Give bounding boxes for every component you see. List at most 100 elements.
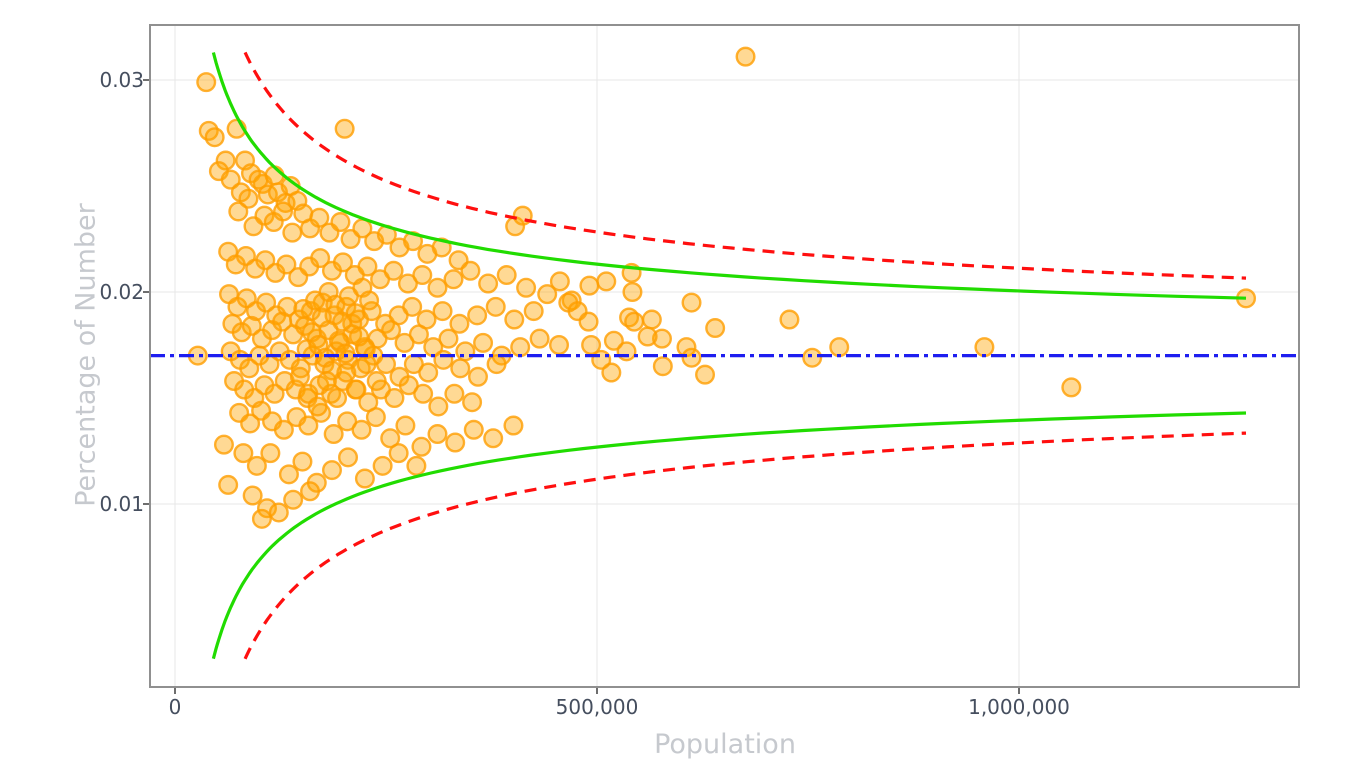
data-point[interactable] — [276, 254, 297, 275]
data-point[interactable] — [705, 318, 726, 339]
data-point[interactable] — [238, 188, 259, 209]
data-point[interactable] — [616, 341, 637, 362]
data-point[interactable] — [483, 428, 504, 449]
data-point[interactable] — [213, 434, 234, 455]
data-point[interactable] — [356, 354, 377, 375]
data-point[interactable] — [637, 326, 658, 347]
data-point[interactable] — [504, 309, 525, 330]
data-point[interactable] — [1061, 377, 1082, 398]
data-point[interactable] — [338, 447, 359, 468]
data-point[interactable] — [346, 379, 367, 400]
data-point[interactable] — [779, 309, 800, 330]
data-point[interactable] — [445, 432, 466, 453]
data-point[interactable] — [323, 424, 344, 445]
data-point[interactable] — [334, 118, 355, 139]
data-point[interactable] — [273, 419, 294, 440]
data-point[interactable] — [242, 485, 263, 506]
data-point[interactable] — [450, 358, 471, 379]
data-point[interactable] — [310, 248, 331, 269]
data-point[interactable] — [278, 464, 299, 485]
data-point[interactable] — [204, 127, 225, 148]
data-point[interactable] — [406, 455, 427, 476]
data-point[interactable] — [496, 265, 517, 286]
data-point[interactable] — [478, 273, 499, 294]
data-point[interactable] — [681, 292, 702, 313]
data-point[interactable] — [523, 301, 544, 322]
data-point[interactable] — [256, 292, 277, 313]
data-point[interactable] — [395, 415, 416, 436]
data-point[interactable] — [681, 347, 702, 368]
data-point[interactable] — [549, 335, 570, 356]
data-point[interactable] — [695, 364, 716, 385]
data-point[interactable] — [327, 388, 348, 409]
data-point[interactable] — [974, 337, 995, 358]
data-point[interactable] — [462, 392, 483, 413]
data-point[interactable] — [510, 337, 531, 358]
data-point[interactable] — [652, 356, 673, 377]
data-point[interactable] — [365, 407, 386, 428]
data-point[interactable] — [444, 383, 465, 404]
data-point[interactable] — [355, 339, 376, 360]
data-point[interactable] — [311, 307, 332, 328]
data-point[interactable] — [537, 284, 558, 305]
data-point[interactable] — [397, 273, 418, 294]
data-point[interactable] — [251, 508, 272, 529]
data-point[interactable] — [282, 222, 303, 243]
data-point[interactable] — [228, 201, 249, 222]
data-point[interactable] — [641, 309, 662, 330]
data-point[interactable] — [335, 343, 356, 364]
data-point[interactable] — [240, 413, 261, 434]
data-point[interactable] — [264, 383, 285, 404]
data-point[interactable] — [384, 388, 405, 409]
data-point[interactable] — [351, 419, 372, 440]
data-point[interactable] — [432, 301, 453, 322]
data-point[interactable] — [467, 305, 488, 326]
data-point[interactable] — [596, 271, 617, 292]
data-point[interactable] — [268, 502, 289, 523]
data-point[interactable] — [408, 324, 429, 345]
data-point[interactable] — [651, 328, 672, 349]
data-point[interactable] — [357, 256, 378, 277]
data-point[interactable] — [292, 451, 313, 472]
data-point[interactable] — [578, 311, 599, 332]
data-point[interactable] — [381, 320, 402, 341]
data-point[interactable] — [300, 481, 321, 502]
data-point[interactable] — [549, 271, 570, 292]
data-point[interactable] — [467, 366, 488, 387]
data-point[interactable] — [366, 371, 387, 392]
data-point[interactable] — [411, 436, 432, 457]
data-point[interactable] — [449, 313, 470, 334]
data-point[interactable] — [579, 275, 600, 296]
data-point[interactable] — [256, 498, 277, 519]
data-point[interactable] — [255, 250, 276, 271]
data-point[interactable] — [241, 315, 262, 336]
data-point[interactable] — [412, 265, 433, 286]
data-point[interactable] — [359, 290, 380, 311]
data-point[interactable] — [473, 332, 494, 353]
data-point[interactable] — [503, 415, 524, 436]
data-point[interactable] — [402, 296, 423, 317]
data-point[interactable] — [829, 337, 850, 358]
data-point[interactable] — [196, 72, 217, 93]
data-point[interactable] — [316, 371, 337, 392]
data-point[interactable] — [802, 347, 823, 368]
data-point[interactable] — [309, 207, 330, 228]
data-point[interactable] — [622, 282, 643, 303]
data-point[interactable] — [233, 443, 254, 464]
data-point[interactable] — [383, 260, 404, 281]
data-point[interactable] — [380, 428, 401, 449]
data-point[interactable] — [330, 212, 351, 233]
data-point[interactable] — [581, 335, 602, 356]
data-point[interactable] — [289, 366, 310, 387]
data-point[interactable] — [624, 311, 645, 332]
data-point[interactable] — [220, 169, 241, 190]
data-point[interactable] — [413, 383, 434, 404]
data-point[interactable] — [433, 349, 454, 370]
data-point[interactable] — [460, 260, 481, 281]
data-point[interactable] — [427, 277, 448, 298]
data-point[interactable] — [455, 341, 476, 362]
data-point[interactable] — [337, 411, 358, 432]
data-point[interactable] — [516, 277, 537, 298]
data-point[interactable] — [394, 332, 415, 353]
data-point[interactable] — [321, 460, 342, 481]
